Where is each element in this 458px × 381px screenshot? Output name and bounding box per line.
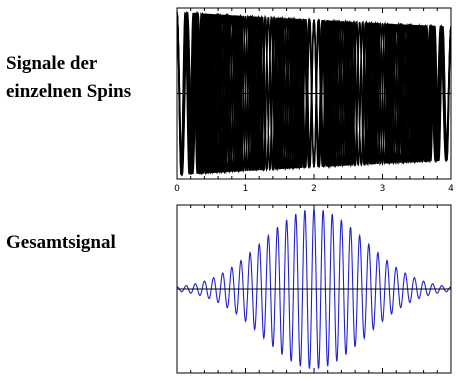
individual-spins-label-line1: Signale der (6, 53, 98, 74)
x-tick-label: 2 (311, 184, 317, 194)
x-tick-label: 3 (380, 184, 386, 194)
x-tick-label: 0 (174, 184, 180, 194)
x-tick-label: 1 (243, 184, 249, 194)
total-signal-label: Gesamtsignal (6, 232, 116, 253)
spin-signal-line-9 (177, 11, 451, 176)
spin-signal-line-8 (177, 11, 451, 177)
x-tick-label: 4 (448, 184, 454, 194)
individual-spins-chart: 0 1 2 3 4 (174, 7, 454, 194)
individual-spins-label-line2: einzelnen Spins (6, 81, 132, 102)
individual-spins-label: Signale der einzelnen Spins (6, 50, 131, 106)
total-signal-chart (176, 204, 452, 374)
